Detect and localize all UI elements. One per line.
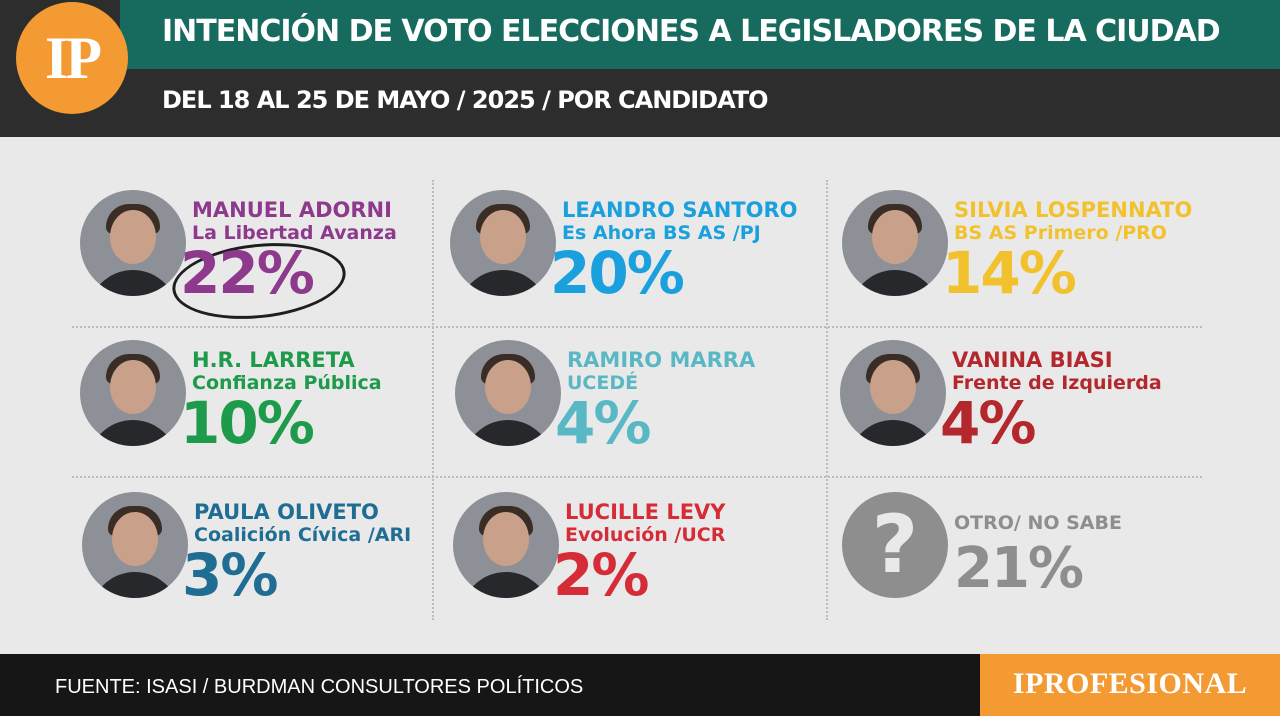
candidate-party: BS AS Primero /PRO — [954, 222, 1167, 244]
candidate-name: LEANDRO SANTORO — [562, 198, 798, 222]
candidate-party: Es Ahora BS AS /PJ — [562, 222, 761, 244]
candidate-party: La Libertad Avanza — [192, 222, 397, 244]
divider-vertical-1 — [432, 180, 434, 620]
candidate-party: UCEDÉ — [567, 372, 639, 394]
candidate-name: RAMIRO MARRA — [567, 348, 756, 372]
candidate-photo — [80, 340, 186, 446]
candidate-card: LEANDRO SANTORO Es Ahora BS AS /PJ 20% — [450, 190, 820, 310]
candidate-name: OTRO/ NO SABE — [954, 512, 1122, 534]
divider-horizontal-2 — [72, 476, 1202, 478]
candidate-party: Coalición Cívica /ARI — [194, 524, 412, 546]
candidate-party: Confianza Pública — [192, 372, 382, 394]
footer-band — [0, 654, 980, 716]
title-bar — [120, 0, 1280, 69]
candidate-photo — [455, 340, 561, 446]
candidate-photo — [842, 190, 948, 296]
vote-percentage: 4% — [940, 389, 1036, 457]
logo-text: IP — [45, 25, 102, 91]
candidate-photo — [450, 190, 556, 296]
vote-percentage: 3% — [182, 541, 278, 609]
candidate-party: Frente de Izquierda — [952, 372, 1162, 394]
candidate-card: LUCILLE LEVY Evolución /UCR 2% — [453, 492, 823, 612]
candidate-name: MANUEL ADORNI — [192, 198, 392, 222]
candidate-name: PAULA OLIVETO — [194, 500, 379, 524]
candidate-photo — [82, 492, 188, 598]
candidate-name: SILVIA LOSPENNATO — [954, 198, 1193, 222]
brand-name: IPROFESIONAL — [1012, 667, 1248, 700]
divider-horizontal-1 — [72, 326, 1202, 328]
candidate-card: RAMIRO MARRA UCEDÉ 4% — [455, 340, 825, 460]
candidate-card: MANUEL ADORNI La Libertad Avanza 22% — [80, 190, 450, 327]
candidate-photo — [453, 492, 559, 598]
vote-percentage: 22% — [180, 239, 315, 307]
candidate-party: Evolución /UCR — [565, 524, 726, 546]
ip-logo: IP — [16, 2, 128, 114]
vote-percentage: 2% — [553, 541, 649, 609]
chart-title: INTENCIÓN DE VOTO ELECCIONES A LEGISLADO… — [162, 14, 1221, 49]
vote-percentage: 21% — [954, 536, 1084, 601]
candidate-card: ? OTRO/ NO SABE 21% — [842, 492, 1212, 612]
candidate-name: H.R. LARRETA — [192, 348, 355, 372]
question-mark-icon: ? — [842, 492, 948, 598]
candidate-card: PAULA OLIVETO Coalición Cívica /ARI 3% — [82, 492, 452, 612]
candidate-photo — [840, 340, 946, 446]
vote-percentage: 20% — [550, 239, 685, 307]
divider-vertical-2 — [826, 180, 828, 620]
vote-percentage: 4% — [555, 389, 651, 457]
vote-percentage: 14% — [942, 239, 1077, 307]
candidate-photo — [80, 190, 186, 296]
candidate-card: VANINA BIASI Frente de Izquierda 4% — [840, 340, 1210, 460]
vote-percentage: 10% — [180, 389, 315, 457]
candidate-name: LUCILLE LEVY — [565, 500, 726, 524]
candidate-card: H.R. LARRETA Confianza Pública 10% — [80, 340, 450, 460]
brand-box: IPROFESIONAL — [980, 654, 1280, 716]
candidate-card: SILVIA LOSPENNATO BS AS Primero /PRO 14% — [842, 190, 1212, 310]
chart-subtitle: DEL 18 AL 25 DE MAYO / 2025 / POR CANDID… — [162, 86, 769, 114]
candidate-name: VANINA BIASI — [952, 348, 1113, 372]
source-note: FUENTE: ISASI / BURDMAN CONSULTORES POLÍ… — [55, 676, 584, 698]
